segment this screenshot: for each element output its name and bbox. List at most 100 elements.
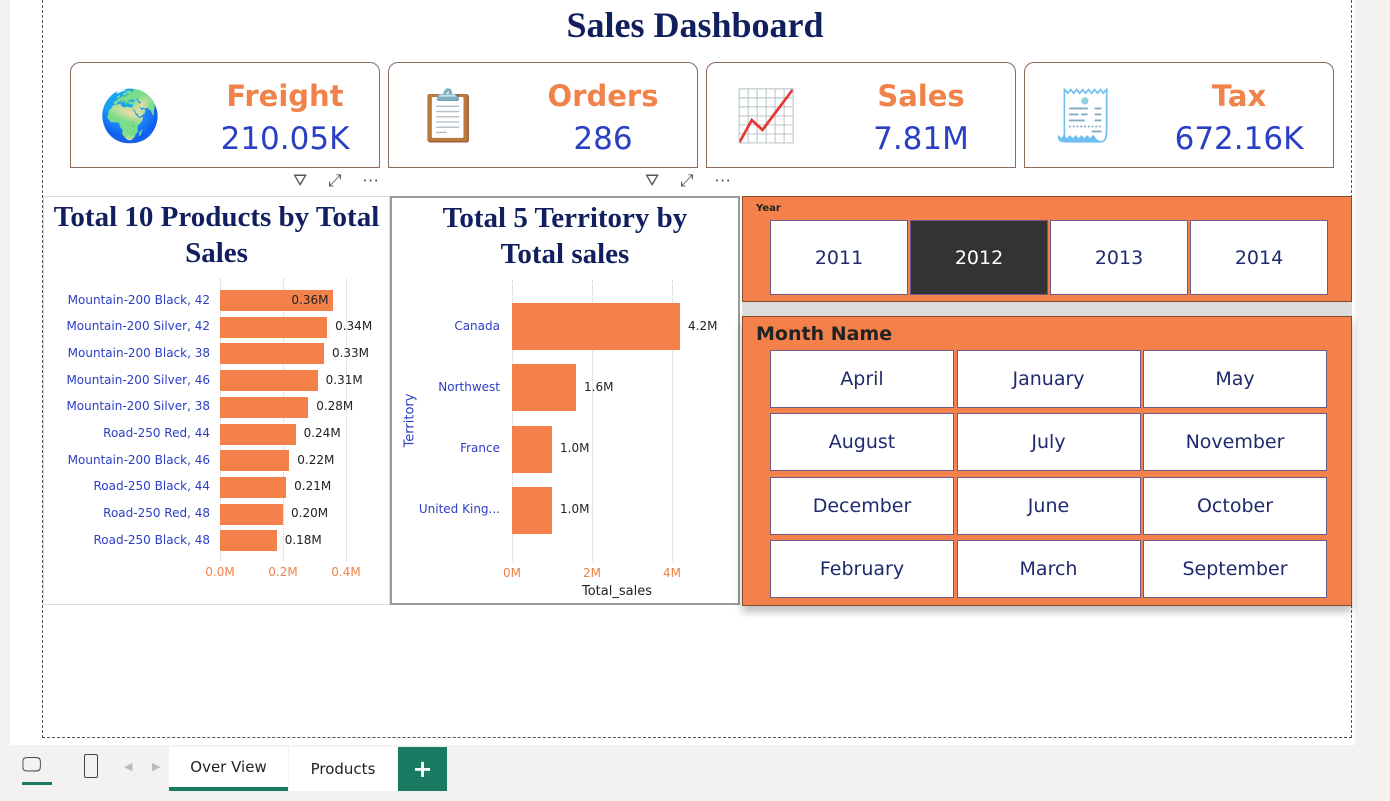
kpi-label: Sales xyxy=(877,79,965,113)
focus-mode-icon[interactable]: ⤢ xyxy=(328,171,342,190)
bar[interactable] xyxy=(220,530,277,552)
category-label: Road-250 Black, 48 xyxy=(93,532,210,547)
x-tick-label: 0.4M xyxy=(331,565,361,579)
chart-title: Total 10 Products by Total Sales xyxy=(53,201,380,269)
bar[interactable] xyxy=(220,343,324,365)
month-option-august[interactable]: August xyxy=(770,413,954,472)
bar[interactable] xyxy=(512,364,576,412)
category-label: Mountain-200 Silver, 38 xyxy=(66,399,210,414)
kpi-label: Freight xyxy=(226,79,344,113)
category-label: United King... xyxy=(418,502,500,517)
month-option-september[interactable]: September xyxy=(1143,539,1327,598)
bar[interactable] xyxy=(220,290,334,311)
data-label: 4.2M xyxy=(688,318,718,333)
more-options-icon[interactable]: ⋯ xyxy=(362,171,379,190)
bar[interactable] xyxy=(512,303,680,350)
active-indicator xyxy=(22,782,52,785)
data-label: 0.18M xyxy=(284,532,322,547)
category-label: Northwest xyxy=(438,379,500,394)
kpi-label: Tax xyxy=(1211,79,1267,113)
year-option-2014[interactable]: 2014 xyxy=(1190,220,1328,295)
month-option-february[interactable]: February xyxy=(770,539,954,598)
month-option-january[interactable]: January xyxy=(956,350,1141,408)
year-option-2011[interactable]: 2011 xyxy=(770,220,908,295)
page-title: Sales Dashboard xyxy=(566,5,824,45)
scroll-left-icon[interactable]: ◀ xyxy=(124,761,133,773)
territory-bar-chart[interactable]: Total 5 Territory by Total sales Territo… xyxy=(390,196,740,605)
category-label: Road-250 Red, 44 xyxy=(103,426,210,440)
data-label: 1.6M xyxy=(584,379,614,394)
filter-icon[interactable]: ⛛ xyxy=(293,171,308,190)
year-option-2013[interactable]: 2013 xyxy=(1050,220,1188,295)
kpi-card-orders[interactable]: 📋 Orders 286 xyxy=(388,62,698,168)
bar[interactable] xyxy=(512,425,552,473)
add-page-button[interactable]: + xyxy=(398,747,447,791)
bar[interactable] xyxy=(220,503,283,525)
y-axis-title: Territory xyxy=(402,393,418,448)
bar[interactable] xyxy=(220,450,290,472)
mobile-view-icon[interactable] xyxy=(84,754,98,778)
tab-products[interactable]: Products xyxy=(289,747,397,791)
data-label: 0.24M xyxy=(303,426,341,440)
category-label: Mountain-200 Silver, 46 xyxy=(66,372,210,387)
x-axis-title: Total_sales xyxy=(582,584,652,599)
data-label: 0.36M xyxy=(291,292,329,307)
x-tick-label: 0.2M xyxy=(268,565,298,579)
bar[interactable] xyxy=(220,423,296,445)
slicer-title: Year xyxy=(756,203,781,214)
scroll-right-icon[interactable]: ▶ xyxy=(152,761,161,773)
gridline xyxy=(220,279,221,561)
kpi-value: 286 xyxy=(573,121,633,157)
category-label: Road-250 Red, 48 xyxy=(103,506,210,521)
category-label: Road-250 Black, 44 xyxy=(93,479,210,494)
data-label: 0.21M xyxy=(294,479,332,494)
data-label: 0.22M xyxy=(297,452,335,467)
x-tick-label: 4M xyxy=(663,566,681,580)
bar[interactable] xyxy=(220,476,287,498)
gridline xyxy=(512,280,513,562)
month-option-june[interactable]: June xyxy=(956,476,1141,535)
kpi-value: 210.05K xyxy=(220,121,350,157)
focus-mode-icon[interactable]: ⤢ xyxy=(680,171,694,190)
data-label: 0.33M xyxy=(331,345,370,360)
kpi-label: Orders xyxy=(547,79,659,113)
category-label: Mountain-200 Black, 38 xyxy=(67,345,210,360)
month-option-may[interactable]: May xyxy=(1143,350,1327,408)
month-slicer: Month Name April January May August July Nove… xyxy=(742,316,1352,606)
month-option-december[interactable]: December xyxy=(770,476,954,535)
data-label: 1.0M xyxy=(560,441,590,456)
category-label: France xyxy=(460,441,500,456)
products-bar-chart[interactable]: Total 10 Products by Total Sales 0.0M 0.2… xyxy=(43,196,390,605)
desktop-view-icon[interactable]: 🖵 xyxy=(22,754,42,776)
bar[interactable] xyxy=(220,370,318,392)
kpi-card-freight[interactable]: 🌍 Freight 210.05K xyxy=(70,62,380,168)
month-option-november[interactable]: November xyxy=(1143,413,1327,472)
data-label: 0.20M xyxy=(291,506,329,521)
clipboard-box-icon: 📋 xyxy=(417,88,480,144)
gridline xyxy=(283,279,284,561)
filter-icon[interactable]: ⛛ xyxy=(645,171,660,190)
tax-document-icon: 🧾 xyxy=(1053,88,1116,144)
year-option-2012[interactable]: 2012 xyxy=(910,220,1048,295)
x-tick-label: 0M xyxy=(503,566,521,580)
month-option-july[interactable]: July xyxy=(956,413,1141,472)
tab-over-view[interactable]: Over View xyxy=(169,747,288,791)
category-label: Canada xyxy=(454,318,500,333)
bar[interactable] xyxy=(220,396,309,418)
more-options-icon[interactable]: ⋯ xyxy=(714,171,731,190)
year-slicer: Year 2011 2012 2013 2014 xyxy=(742,196,1352,302)
chart-growth-icon: 📈 xyxy=(735,88,798,144)
month-option-march[interactable]: March xyxy=(956,539,1141,598)
kpi-card-tax[interactable]: 🧾 Tax 672.16K xyxy=(1024,62,1334,168)
slicer-title: Month Name xyxy=(756,323,893,345)
gridline xyxy=(592,280,593,562)
data-label: 0.31M xyxy=(325,372,363,387)
kpi-card-sales[interactable]: 📈 Sales 7.81M xyxy=(706,62,1016,168)
month-option-october[interactable]: October xyxy=(1143,476,1327,535)
gridline xyxy=(672,280,673,562)
month-option-april[interactable]: April xyxy=(770,350,954,408)
kpi-value: 7.81M xyxy=(873,121,969,157)
bar[interactable] xyxy=(512,486,552,534)
globe-shipping-icon: 🌍 xyxy=(99,88,162,144)
bar[interactable] xyxy=(220,316,328,338)
